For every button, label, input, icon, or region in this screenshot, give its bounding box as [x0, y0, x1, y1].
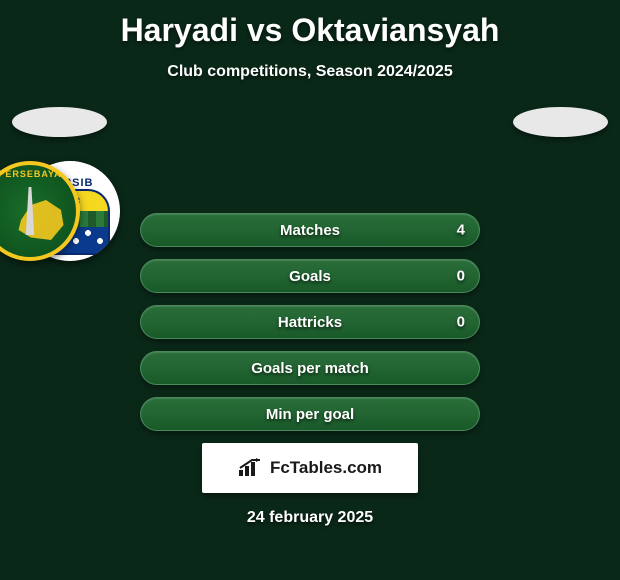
stat-value-right: 4: [457, 222, 465, 239]
stat-row-hattricks: Hattricks 0: [140, 305, 480, 339]
stat-label: Min per goal: [141, 406, 479, 423]
comparison-area: PERSIB 1933 PERSEBAYA Matches 4 Goals 0 …: [0, 113, 620, 527]
badge-right-crocodile-icon: [16, 195, 66, 245]
stat-label: Goals: [141, 268, 479, 285]
stat-value-right: 0: [457, 268, 465, 285]
brand-chart-icon: [238, 458, 264, 478]
stat-row-matches: Matches 4: [140, 213, 480, 247]
brand-text: FcTables.com: [270, 458, 382, 478]
subtitle: Club competitions, Season 2024/2025: [0, 63, 620, 81]
stat-label: Hattricks: [141, 314, 479, 331]
stat-row-goals: Goals 0: [140, 259, 480, 293]
stat-label: Goals per match: [141, 360, 479, 377]
player-photo-right: [513, 107, 608, 137]
stat-row-goals-per-match: Goals per match: [140, 351, 480, 385]
page-title: Haryadi vs Oktaviansyah: [0, 0, 620, 49]
date-text: 24 february 2025: [0, 509, 620, 527]
stat-value-right: 0: [457, 314, 465, 331]
stat-row-min-per-goal: Min per goal: [140, 397, 480, 431]
stat-rows: Matches 4 Goals 0 Hattricks 0 Goals per …: [140, 213, 480, 431]
player-photo-left: [12, 107, 107, 137]
stat-label: Matches: [141, 222, 479, 239]
brand-box: FcTables.com: [202, 443, 418, 493]
badge-right-text: PERSEBAYA: [0, 169, 76, 179]
